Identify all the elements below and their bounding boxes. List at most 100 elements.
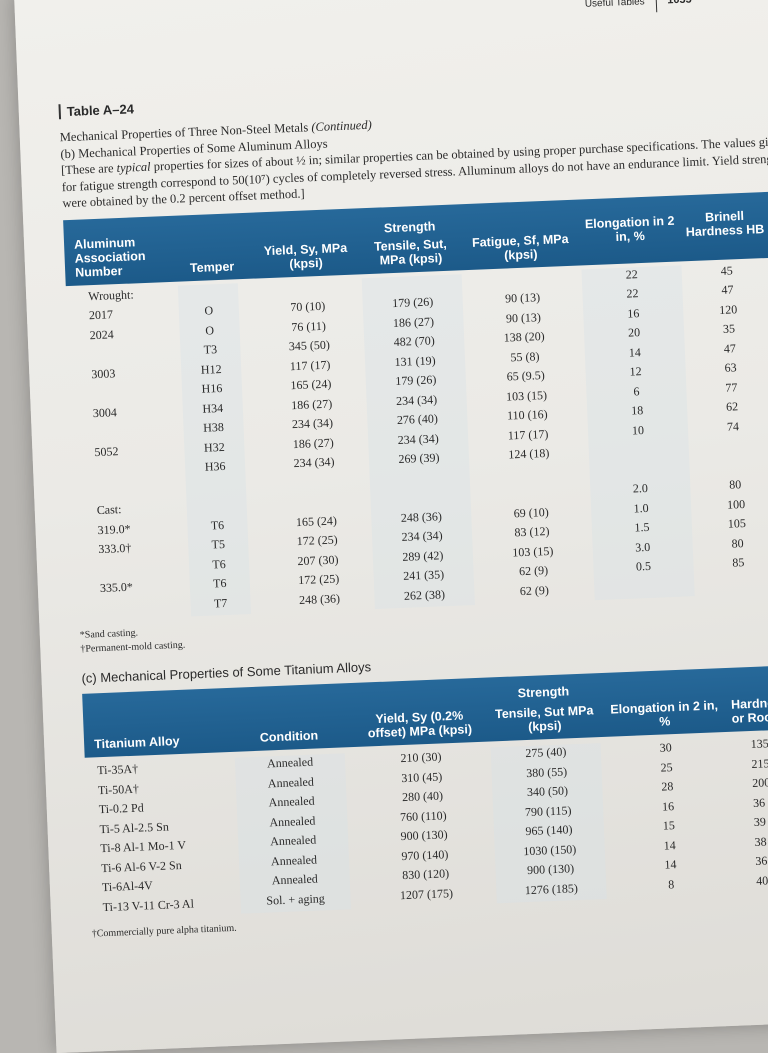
cell-fatigue: 90 (13) [505,309,542,326]
cell-hardness: 35 [722,321,736,336]
cell-yield: 234 (34) [291,415,334,432]
cell-temper: H34 [202,400,224,416]
cell-condition: Annealed [270,852,318,868]
cell-tensile: 248 (36) [400,508,443,525]
cell-condition: Annealed [269,813,316,829]
cell-ti-elongation: 25 [660,759,673,775]
page-number: 1055 [667,0,692,6]
table-note-emphasis: typical [116,159,151,176]
cell-alloy: Cast: [96,502,122,518]
titanium-table-body: Ti-35A† Annealed 210 (30) 275 (40) 30 135 HB T… [85,734,768,920]
cell-tensile: 241 (35) [402,567,445,583]
cell-alloy: 5052 [94,443,119,459]
running-head-section: Useful Tables [584,0,645,10]
cell-fatigue [472,269,572,273]
cell-fatigue: 65 (9.5) [506,368,545,384]
cell-tensile: 179 (26) [391,294,434,311]
cell-temper: T7 [213,595,228,610]
cell-ti-hardness: 39 HRC [753,813,768,829]
cell-fatigue: 55 (8) [510,348,540,364]
col-header-alloy: Aluminum Association Number [73,234,146,280]
table-title-note: (Continued) [311,117,373,135]
cell-fatigue: 62 (9) [519,582,550,598]
cell-temper: H36 [204,458,226,474]
cell-temper: H32 [203,439,225,455]
running-head-divider [655,0,657,13]
col-header-yield: Yield, Sy, MPa (kpsi) [263,240,348,271]
cell-ti-hardness: 38 HRC [754,833,768,849]
cell-ti-tensile: 380 (55) [525,763,568,780]
cell-fatigue: 69 (10) [513,504,549,520]
cell-temper: T3 [203,342,218,357]
col-header-ti-alloy: Titanium Alloy [93,733,180,752]
cell-temper: H38 [202,419,225,435]
cell-tensile: 234 (34) [401,528,443,544]
cell-temper [178,283,238,285]
cell-elongation: 2.0 [632,480,649,496]
cell-elongation: 6 [633,383,640,398]
cell-hardness: 63 [724,360,737,375]
col-header-hardness: Brinell Hardness HB [685,208,765,239]
cell-hardness: 120 [718,301,738,317]
cell-ti-tensile: 1276 (185) [524,880,579,897]
cell-hardness: 62 [725,399,739,414]
cell-hardness: 80 [731,535,744,551]
col-header-temper: Temper [189,258,235,275]
cell-hardness: 80 [728,477,742,492]
cell-yield [262,278,352,282]
cell-yield: 172 (25) [297,571,340,588]
cell-temper: H16 [201,380,223,396]
cell-ti-tensile: 1030 (150) [523,841,577,858]
cell-fatigue: 103 (15) [505,387,548,404]
cell-yield: 165 (24) [290,376,332,393]
cell-elongation: 14 [628,344,642,360]
cell-yield: 76 (11) [291,318,327,334]
cell-yield: 165 (24) [295,512,338,529]
cell-condition: Sol. + aging [266,890,326,908]
cell-hardness: 100 [726,496,746,512]
cell-fatigue: 110 (16) [506,406,548,423]
cell-temper: O [204,303,214,318]
col-header-ti-yield: Yield, Sy (0.2% offset) MPa (kpsi) [367,708,473,741]
cell-alloy: 333.0† [98,540,132,557]
cell-alloy: 3004 [92,404,118,420]
table-block: Table A–24 Mechanical Properties of Thre… [58,74,768,942]
cell-elongation: 16 [627,305,640,321]
cell-yield: 234 (34) [293,454,335,471]
cell-temper: O [205,322,215,338]
cell-temper: T5 [211,536,226,552]
cell-yield: 172 (25) [296,532,338,549]
cell-ti-elongation: 15 [662,818,676,833]
col-group-header-strength: Strength [383,218,436,235]
col-header-tensile: Tensile, Sut, MPa (kpsi) [373,236,447,268]
cell-ti-elongation: 14 [664,857,677,872]
cell-ti-hardness: 135 HB [750,736,768,752]
cell-elongation: 3.0 [634,539,651,555]
cell-temper: T6 [210,517,225,533]
cell-tensile: 131 (19) [394,352,436,369]
cell-temper: H12 [200,361,222,377]
col-header-ti-hardness: Hardness (Brinell or Rockwell) [730,694,768,726]
cell-temper: T6 [212,556,226,571]
cell-elongation: 0.5 [635,558,652,574]
cell-ti-elongation: 28 [661,779,674,794]
cell-ti-elongation: 16 [661,798,675,814]
cell-alloy: Wrought: [87,286,134,303]
cell-tensile: 289 (42) [402,547,444,564]
cell-ti-elongation: 14 [663,837,676,853]
cell-tensile: 179 (26) [395,372,437,389]
cell-yield: 70 (10) [290,298,326,315]
cell-elongation: 12 [629,364,642,379]
cell-ti-hardness: 40 HRC [755,872,768,888]
cell-condition: Annealed [266,754,314,771]
cell-elongation: 22 [626,286,639,301]
cell-fatigue: 124 (18) [508,445,550,462]
cell-hardness: 74 [726,418,740,434]
cell-ti-tensile: 790 (115) [524,802,572,819]
cell-elongation: 1.0 [633,500,649,516]
cell-fatigue: 103 (15) [512,543,554,559]
cell-ti-tensile: 275 (40) [525,744,567,761]
cell-ti-hardness: 200 HB [751,775,768,791]
table-note-pre: [These are [60,161,114,178]
cell-hardness: 45 [720,262,733,278]
